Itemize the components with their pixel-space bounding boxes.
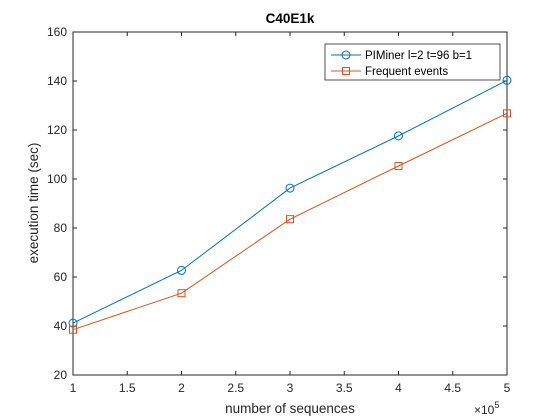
y-tick-label: 20: [54, 368, 68, 382]
y-axis-label: execution time (sec): [26, 143, 41, 264]
y-tick-label: 140: [47, 74, 67, 88]
data-point-series-2: [286, 215, 294, 224]
x-tick-label: 2: [178, 381, 185, 395]
y-tick-label: 100: [47, 172, 67, 186]
y-tick-label: 80: [54, 221, 68, 235]
x-tick-label: 4.5: [444, 381, 461, 395]
data-point-series-1: [68, 318, 78, 328]
series-markers: [68, 75, 512, 334]
legend-label-series-2: Frequent events: [365, 66, 448, 78]
x-tick-label: 2.5: [227, 381, 244, 395]
x-axis-multiplier: ×105: [474, 400, 499, 417]
x-tick-label: 3: [287, 381, 294, 395]
series-lines: [72, 79, 508, 331]
plot-area: [72, 31, 508, 376]
y-tick-label: 120: [47, 123, 67, 137]
series-line-2: [72, 112, 508, 331]
data-point-series-1: [177, 265, 186, 275]
data-point-series-2: [177, 289, 186, 298]
legend-marker-series-2: [342, 67, 350, 75]
data-point-series-2: [394, 162, 403, 171]
chart-title: C40E1k: [266, 11, 315, 26]
data-point-series-2: [69, 325, 77, 334]
y-tick-label: 60: [54, 270, 68, 284]
y-tick-label: 40: [54, 319, 68, 333]
x-axis-label: number of sequences: [225, 401, 355, 416]
x-tick-label: 1: [70, 381, 77, 395]
series-line-1: [72, 79, 508, 324]
legend-box: [324, 43, 501, 81]
x-tick-label: 1.5: [119, 381, 136, 395]
data-point-series-2: [503, 109, 511, 118]
data-point-series-1: [394, 131, 403, 141]
x-axis-multiplier-base: ×10: [474, 403, 495, 417]
data-point-series-1: [502, 75, 512, 85]
y-tick-label: 160: [47, 25, 67, 39]
x-tick-label: 4: [395, 381, 402, 395]
legend: PIMiner l=2 t=96 b=1 Frequent events: [324, 43, 501, 81]
x-tick-label: 5: [504, 381, 511, 395]
data-point-series-1: [285, 183, 295, 193]
x-axis-multiplier-exponent: 5: [494, 400, 499, 410]
axis-ticks: 1 1.5 2 2.5 3 3.5 4 4.5 5 20 40 60 80 100 120 140 160: [47, 25, 511, 395]
legend-marker-series-1: [341, 50, 351, 60]
legend-label-series-1: PIMiner l=2 t=96 b=1: [365, 50, 472, 62]
x-tick-label: 3.5: [336, 381, 353, 395]
